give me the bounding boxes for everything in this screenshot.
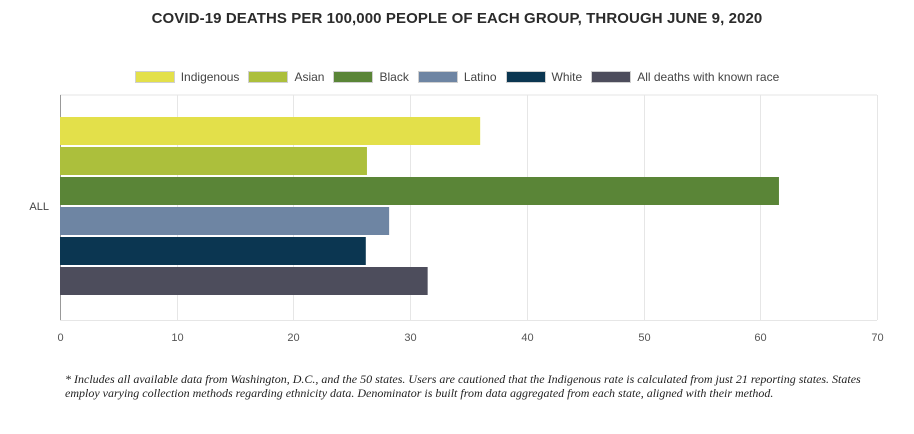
legend-swatch-white <box>505 71 546 83</box>
legend: Indigenous Asian Black Latino White All … <box>0 70 914 84</box>
legend-item-black[interactable]: Black <box>333 70 409 84</box>
bar-indigenous <box>60 117 481 145</box>
legend-swatch-all-known-race <box>591 71 632 83</box>
x-tick-label: 30 <box>404 332 416 344</box>
legend-item-indigenous[interactable]: Indigenous <box>134 70 240 84</box>
legend-swatch-asian <box>248 71 289 83</box>
bar-latino <box>60 207 390 235</box>
legend-item-white[interactable]: White <box>505 70 583 84</box>
legend-label-asian: Asian <box>294 70 325 84</box>
bar-black <box>60 177 779 205</box>
x-tick-label: 10 <box>171 332 183 344</box>
legend-item-all-known-race[interactable]: All deaths with known race <box>591 70 779 84</box>
bar-asian <box>60 147 367 175</box>
legend-swatch-black <box>333 71 374 83</box>
legend-swatch-latino <box>417 71 458 83</box>
legend-item-asian[interactable]: Asian <box>248 70 324 84</box>
footnote: * Includes all available data from Washi… <box>65 372 861 400</box>
x-tick-label: 0 <box>57 332 63 344</box>
legend-label-latino: Latino <box>463 70 497 84</box>
legend-label-indigenous: Indigenous <box>180 70 240 84</box>
legend-label-all-known-race: All deaths with known race <box>637 70 780 84</box>
x-tick-label: 50 <box>638 332 650 344</box>
y-category-label: ALL <box>29 201 49 213</box>
x-tick-label: 20 <box>287 332 299 344</box>
x-tick-label: 60 <box>754 332 766 344</box>
legend-swatch-indigenous <box>134 71 175 83</box>
legend-item-latino[interactable]: Latino <box>417 70 497 84</box>
bar-all-deaths-with-known-race <box>60 267 428 295</box>
legend-label-white: White <box>551 70 583 84</box>
legend-label-black: Black <box>379 70 409 84</box>
chart-title: COVID-19 DEATHS PER 100,000 PEOPLE OF EA… <box>151 10 763 27</box>
x-tick-label: 70 <box>871 332 883 344</box>
x-tick-label: 40 <box>521 332 533 344</box>
bar-white <box>60 237 366 265</box>
bar-chart: 0 10 20 30 40 50 60 70 ALL <box>29 94 884 344</box>
